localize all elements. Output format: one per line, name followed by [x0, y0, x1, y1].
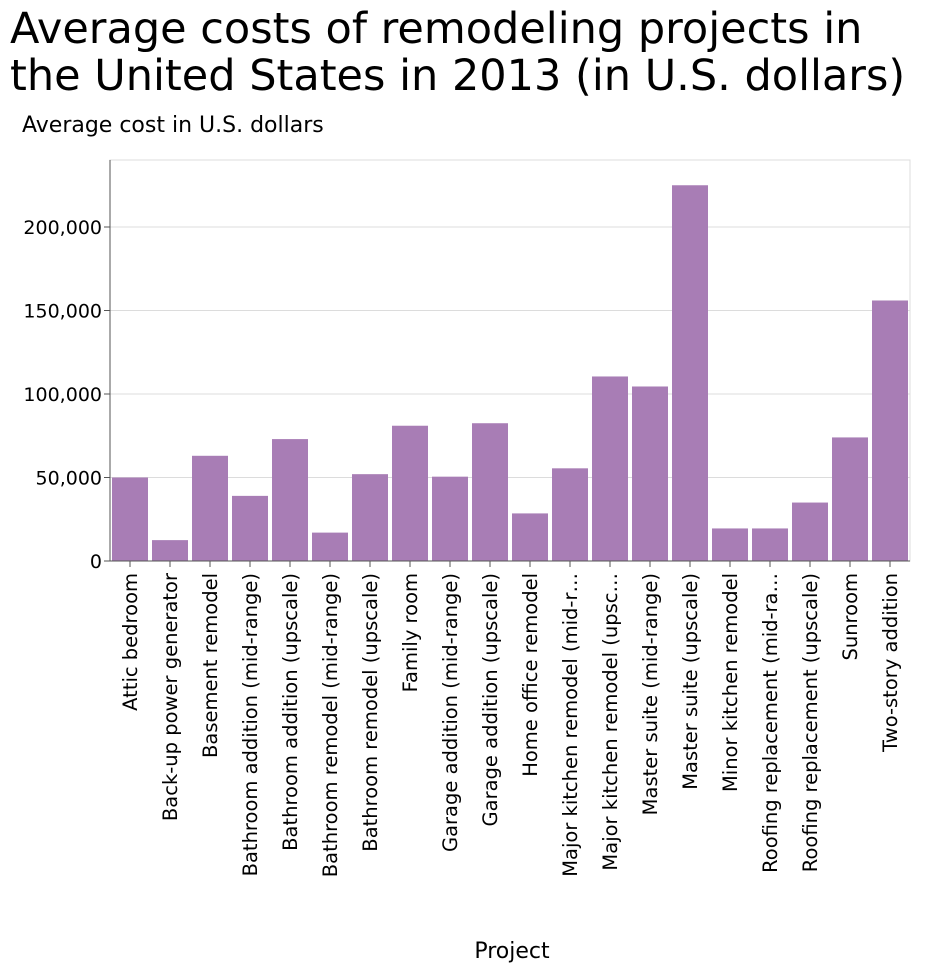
x-tick-label: Master suite (mid-range)	[639, 573, 662, 815]
x-tick-label: Roofing replacement (mid-ra…	[759, 573, 782, 873]
bar	[592, 376, 628, 561]
bar	[352, 474, 388, 561]
x-tick-label: Bathroom addition (mid-range)	[239, 573, 262, 876]
bars	[112, 185, 908, 561]
x-tick-label: Bathroom remodel (mid-range)	[319, 573, 342, 877]
x-tick-label: Home office remodel	[519, 573, 542, 777]
bar	[472, 423, 508, 561]
bar	[792, 502, 828, 561]
bar	[432, 476, 468, 561]
bar	[832, 437, 868, 561]
bar	[632, 386, 668, 561]
x-tick-label: Major kitchen remodel (upsc…	[599, 573, 622, 871]
bar	[192, 455, 228, 561]
x-tick-label: Attic bedroom	[119, 573, 142, 711]
y-tick-label: 150,000	[23, 301, 102, 323]
x-tick-label: Family room	[399, 573, 422, 692]
bar	[512, 513, 548, 561]
y-axis: 0 50,000 100,000 150,000 200,000	[23, 160, 111, 573]
x-tick-label: Basement remodel	[199, 573, 222, 758]
bar	[392, 425, 428, 561]
chart-title: Average costs of remodeling projects in …	[10, 4, 906, 101]
x-tick-label: Master suite (upscale)	[679, 573, 702, 790]
y-axis-label: Average cost in U.S. dollars	[22, 113, 324, 138]
bar	[712, 528, 748, 561]
bar	[312, 532, 348, 561]
bar	[272, 439, 308, 561]
x-tick-label: Bathroom addition (upscale)	[279, 573, 302, 851]
x-tick-label: Back-up power generator	[159, 572, 182, 821]
x-tick-label: Minor kitchen remodel	[719, 573, 742, 792]
bar	[112, 477, 148, 561]
grid-lines	[110, 226, 910, 478]
y-tick-label: 100,000	[23, 384, 102, 406]
y-tick-label: 0	[90, 551, 102, 573]
y-tick-label: 200,000	[23, 217, 102, 239]
bar	[672, 185, 708, 561]
bar	[552, 468, 588, 561]
bar	[232, 495, 268, 561]
x-tick-label: Roofing replacement (upscale)	[799, 573, 822, 872]
y-tick-label: 50,000	[36, 468, 102, 490]
bar	[752, 528, 788, 561]
plot-area	[109, 159, 911, 562]
x-tick-label: Sunroom	[839, 573, 862, 661]
x-axis: Attic bedroom Back-up power generator Base…	[110, 560, 910, 877]
x-axis-label: Project	[474, 939, 550, 964]
bar	[872, 300, 908, 561]
bar	[152, 540, 188, 561]
x-tick-label: Bathroom remodel (upscale)	[359, 573, 382, 852]
x-tick-label: Two-story addition	[879, 573, 902, 753]
x-tick-label: Major kitchen remodel (mid-r…	[559, 573, 582, 877]
x-tick-label: Garage addition (mid-range)	[439, 573, 462, 852]
x-tick-label: Garage addition (upscale)	[479, 573, 502, 826]
